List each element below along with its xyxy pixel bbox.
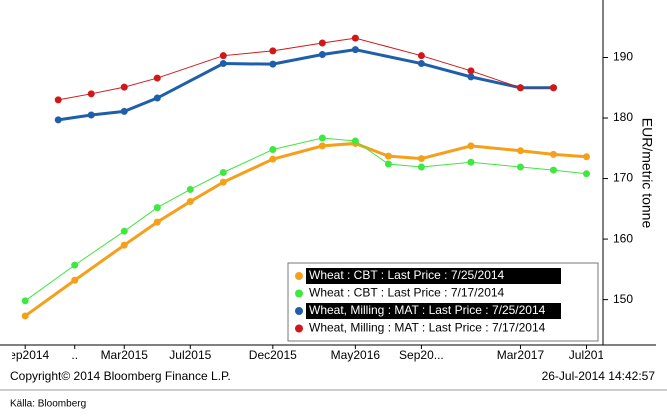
- point: [318, 142, 326, 150]
- point: [21, 312, 29, 320]
- x-tick-label: Jul2015: [169, 348, 211, 362]
- timestamp: 26-Jul-2014 14:42:57: [542, 369, 656, 383]
- x-tick-label: May2016: [331, 348, 381, 362]
- point: [351, 34, 359, 42]
- point: [516, 163, 524, 171]
- x-tick-label: Mar2017: [497, 348, 545, 362]
- point: [54, 116, 62, 124]
- point: [219, 52, 227, 60]
- x-tick-label: ..: [71, 348, 78, 362]
- y-axis-label: EUR/metric tonne: [639, 118, 655, 229]
- legend-label: Wheat : CBT : Last Price : 7/17/2014: [309, 286, 505, 300]
- x-tick-label: Sep20...: [399, 348, 444, 362]
- x-tick-label: Mar2015: [101, 348, 149, 362]
- point: [71, 276, 79, 284]
- point: [269, 146, 277, 153]
- point: [582, 153, 590, 161]
- series-line: [58, 37, 554, 101]
- point: [467, 142, 475, 150]
- legend-highlight: [306, 303, 561, 319]
- x-tick-label: Dec2015: [249, 348, 297, 362]
- series-line: [58, 48, 554, 122]
- point: [120, 107, 128, 115]
- point: [87, 111, 95, 119]
- point: [153, 74, 161, 82]
- point: [219, 60, 227, 68]
- source: Källa: Bloomberg: [10, 399, 86, 410]
- point: [219, 178, 227, 186]
- point: [219, 169, 227, 176]
- y-tick-label: 170: [613, 171, 633, 185]
- point: [120, 83, 128, 91]
- legend-highlight: [306, 268, 561, 284]
- point: [21, 297, 29, 305]
- point: [153, 218, 161, 226]
- plot-area: [21, 34, 590, 320]
- point: [417, 155, 425, 163]
- legend-label: Wheat, Milling : MAT : Last Price : 7/17…: [309, 321, 546, 335]
- point: [153, 204, 161, 212]
- point: [417, 60, 425, 68]
- point: [87, 90, 95, 98]
- point: [351, 137, 359, 145]
- point: [269, 60, 277, 68]
- point: [120, 227, 128, 235]
- x-tick-label: Sep2014: [1, 348, 49, 362]
- x-tick-label: Jul201: [569, 348, 605, 362]
- point: [269, 155, 277, 163]
- point: [186, 198, 194, 206]
- legend-label: Wheat, Milling : MAT : Last Price : 7/25…: [309, 303, 546, 317]
- legend-swatch: [295, 324, 303, 333]
- legend-swatch: [295, 272, 303, 280]
- point: [351, 46, 359, 54]
- point: [54, 96, 62, 104]
- point: [549, 84, 557, 92]
- point: [153, 94, 161, 102]
- point: [318, 134, 326, 142]
- point: [582, 170, 590, 178]
- point: [417, 52, 425, 60]
- point: [467, 73, 475, 81]
- y-tick-label: 150: [613, 292, 633, 306]
- point: [516, 84, 524, 92]
- point: [549, 150, 557, 158]
- legend-swatch: [295, 307, 303, 315]
- y-tick-label: 160: [613, 231, 633, 245]
- point: [384, 152, 392, 160]
- point: [384, 160, 392, 168]
- point: [120, 241, 128, 249]
- point: [417, 163, 425, 171]
- point: [549, 166, 557, 174]
- legend-swatch: [295, 289, 303, 298]
- point: [71, 261, 79, 269]
- point: [318, 50, 326, 58]
- point: [467, 67, 475, 75]
- legend: Wheat : CBT : Last Price : 7/25/2014 Whea…: [287, 262, 599, 342]
- point: [186, 185, 194, 193]
- copyright: Copyright© 2014 Bloomberg Finance L.P.: [10, 369, 231, 383]
- point: [467, 158, 475, 166]
- x-labels: Sep2014.. Mar2015 Jul2015 Dec2015 May2016 Sep…: [1, 348, 605, 362]
- y-tick-label: 180: [613, 110, 633, 124]
- point: [269, 47, 277, 55]
- point: [318, 39, 326, 47]
- legend-label: Wheat : CBT : Last Price : 7/25/2014: [309, 268, 505, 282]
- point: [516, 147, 524, 155]
- y-tick-label: 190: [613, 50, 633, 64]
